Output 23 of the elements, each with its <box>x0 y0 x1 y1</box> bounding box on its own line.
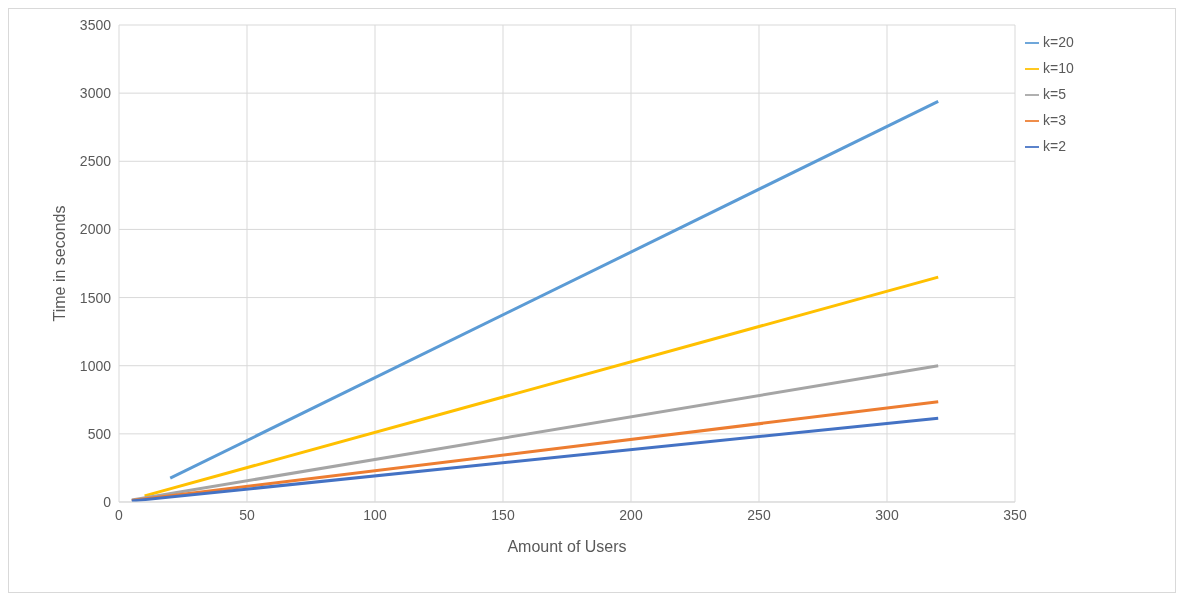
x-tick-label: 100 <box>363 506 387 523</box>
x-tick-label: 350 <box>1003 506 1027 523</box>
y-axis-title: Time in seconds <box>50 205 68 322</box>
x-axis-title: Amount of Users <box>507 538 627 555</box>
y-tick-label: 3500 <box>79 16 112 33</box>
y-tick-label: 2500 <box>79 153 112 170</box>
y-tick-label: 3000 <box>79 85 112 102</box>
x-tick-label: 300 <box>875 506 899 523</box>
legend-label: k=5 <box>1043 86 1066 102</box>
x-tick-label: 150 <box>491 506 515 523</box>
x-tick-label: 250 <box>747 506 771 523</box>
legend-label: k=10 <box>1043 60 1074 76</box>
x-tick-label: 0 <box>115 506 124 523</box>
y-tick-label: 0 <box>103 493 112 510</box>
x-tick-label: 50 <box>239 506 255 523</box>
y-tick-label: 1000 <box>79 357 112 374</box>
x-tick-label: 200 <box>619 506 643 523</box>
legend-label: k=3 <box>1043 112 1066 128</box>
legend-label: k=2 <box>1043 138 1066 154</box>
y-tick-label: 500 <box>87 425 112 442</box>
y-tick-label: 1500 <box>79 289 112 306</box>
legend-label: k=20 <box>1043 34 1074 50</box>
y-tick-label: 2000 <box>79 221 112 238</box>
